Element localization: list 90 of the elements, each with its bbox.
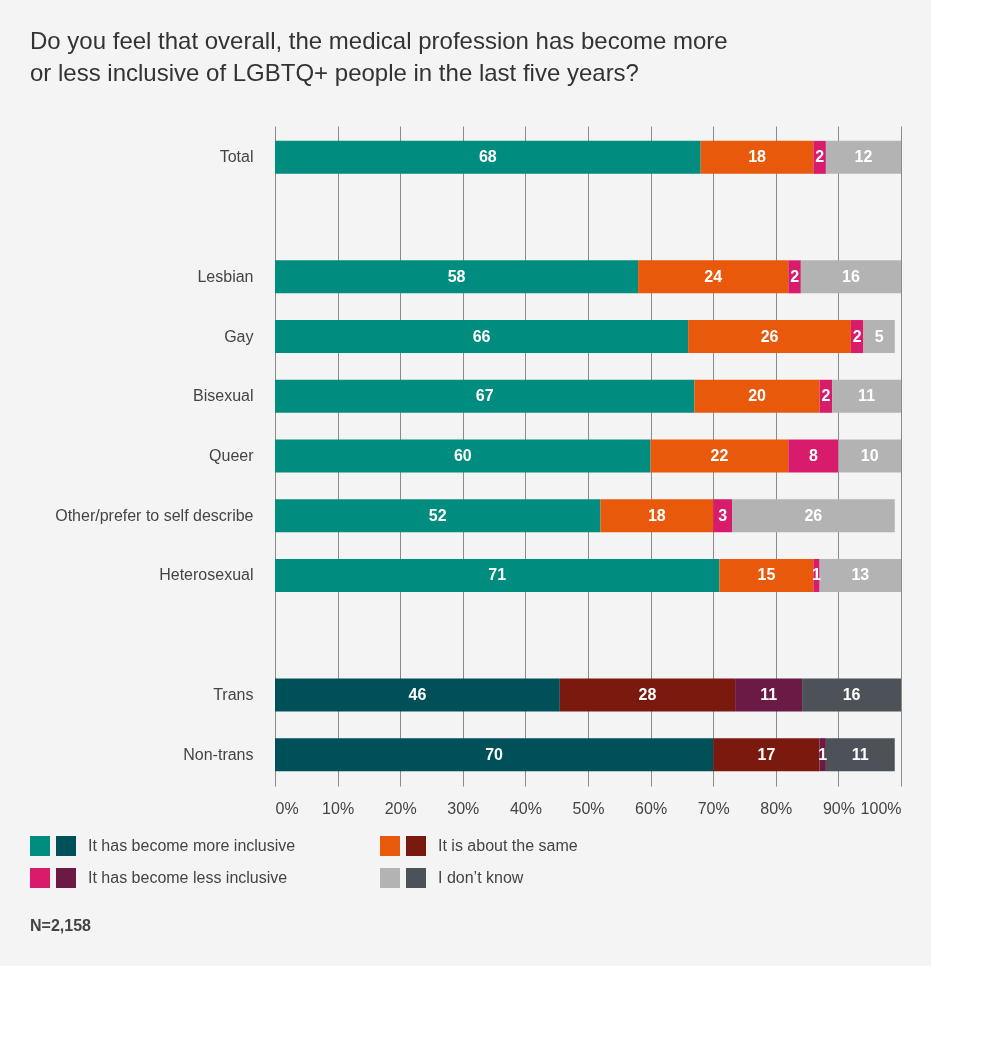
data-label: 70 [485,745,504,763]
x-tick-label: 20% [384,799,417,817]
data-label: 15 [757,566,776,584]
data-label: 11 [858,387,876,405]
data-label: 3 [718,506,728,524]
y-tick-label: Bisexual [193,387,254,405]
bar [713,738,820,772]
bar [819,558,901,592]
data-label: 28 [638,685,657,703]
x-tick-label: 70% [697,799,730,817]
data-label: 2 [815,148,825,166]
text: N=2,158 [30,917,92,934]
bar [694,379,820,413]
data-label: 60 [453,447,472,464]
data-label: 2 [852,327,862,345]
y-tick-label: Gay [224,327,254,345]
bar [825,140,901,174]
data-label: 20 [748,387,767,405]
x-tick-label: 30% [447,799,480,817]
bar [838,439,901,473]
data-label: 26 [804,506,823,524]
chart-title: Do you feel that overall, the medical profession has become more or less inclusive of LGBTQ+ people in the last five years? [30,27,728,86]
data-label: 17 [757,745,776,763]
bar [275,320,689,354]
bar [788,439,839,473]
bar [275,260,639,294]
data-label: 5 [874,327,884,345]
x-tick-label: 40% [509,799,542,817]
x-tick-label: 0% [275,799,299,817]
y-tick-label: Non-trans [183,745,254,763]
bar [638,260,789,294]
y-tick-label: Total [219,148,254,166]
x-tick-label: 80% [760,799,793,817]
bar [275,379,695,413]
data-label: 52 [428,506,447,524]
bar [688,320,851,354]
data-label: 26 [760,327,779,345]
bar [275,439,651,473]
bar [600,499,714,533]
y-tick-label: Trans [213,685,254,703]
data-label: 67 [475,387,494,405]
legend-label: I don’t know [438,869,524,886]
bar [735,678,803,712]
bar [275,738,714,772]
x-tick-label: 90% [822,799,855,817]
bar [275,140,701,174]
data-label: 12 [854,148,873,166]
data-label: 2 [790,267,800,285]
data-label: 58 [447,267,466,285]
x-tick-label: 50% [572,799,605,817]
bar [731,499,895,533]
bar [275,678,560,712]
data-label: 68 [478,148,497,166]
bar [275,558,720,592]
legend-label: It is about the same [438,837,578,854]
data-label: 22 [710,447,729,464]
x-tick-label: 60% [635,799,668,817]
data-label: 16 [842,267,860,285]
y-tick-label: Heterosexual [159,566,254,584]
bar [275,499,601,533]
y-tick-label: Lesbian [197,267,254,285]
data-label: 11 [851,745,869,763]
x-tick-label: 10% [322,799,355,817]
data-label: 10 [860,447,879,464]
bar [800,260,901,294]
data-label: 11 [760,685,778,703]
bar [700,140,814,174]
data-label: 46 [408,685,427,703]
data-label: 16 [842,685,861,703]
data-label: 66 [472,327,491,345]
y-tick-label: Queer [209,447,255,464]
bar [559,678,736,712]
data-label: 13 [851,566,870,584]
x-tick-label: 100% [860,799,902,817]
bar [719,558,814,592]
bar [863,320,895,354]
data-label: 1 [818,745,828,763]
bar [650,439,789,473]
data-label: 2 [821,387,831,405]
data-label: 71 [488,566,507,584]
bar [832,379,901,413]
y-tick-label: Other/prefer to self describe [55,506,254,524]
legend-label: It has become less inclusive [88,869,288,886]
data-label: 24 [704,267,723,285]
legend-label: It has become more inclusive [88,837,296,854]
data-label: 18 [647,506,666,524]
data-label: 8 [808,447,818,464]
data-label: 18 [748,148,767,166]
bar [825,738,895,772]
bar [802,678,901,712]
